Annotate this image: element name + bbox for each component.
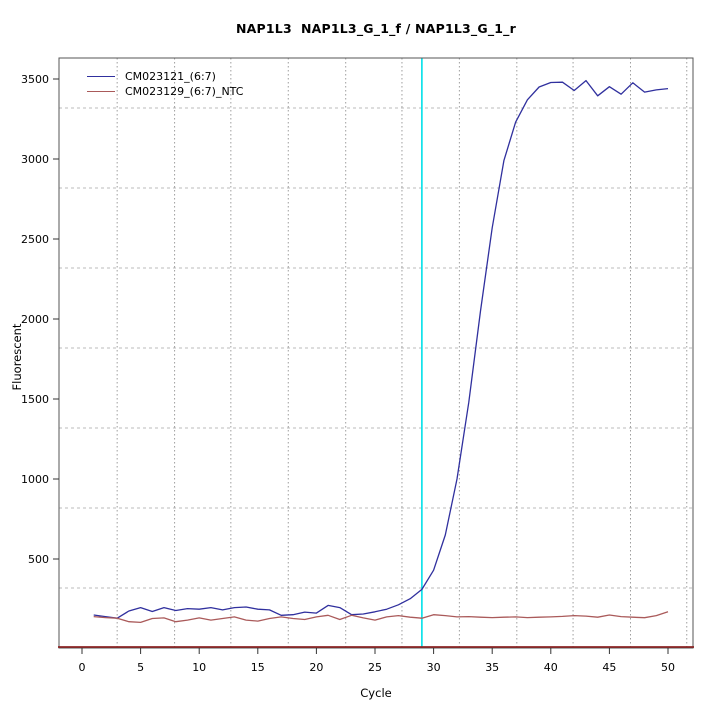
y-tick-label: 2000 [21,313,49,326]
y-tick-label: 1500 [21,393,49,406]
x-tick-label: 45 [602,661,616,674]
y-tick-label: 500 [28,553,49,566]
x-tick-label: 20 [309,661,323,674]
x-tick-label: 50 [661,661,675,674]
x-tick-label: 35 [485,661,499,674]
legend-entry-ntc: CM023129_(6:7)_NTC [87,84,243,98]
amplification-curve [93,79,669,619]
x-tick-label: 25 [368,661,382,674]
y-tick-label: 1000 [21,473,49,486]
y-tick-label: 3500 [21,73,49,86]
legend-label-ntc: CM023129_(6:7)_NTC [125,84,244,98]
x-tick-label: 5 [137,661,144,674]
legend-label-sample: CM023121_(6:7) [125,69,216,83]
ntc-curve [93,611,669,624]
legend: CM023121_(6:7) CM023129_(6:7)_NTC [87,69,243,98]
plot-title: NAP1L3 NAP1L3_G_1_f / NAP1L3_G_1_r [236,21,516,36]
y-tick-label: 2500 [21,233,49,246]
plot-border [58,57,694,649]
x-tick-label: 40 [544,661,558,674]
y-tick-label: 3000 [21,153,49,166]
x-tick-label: 0 [79,661,86,674]
legend-line-swatch-ntc [87,90,115,92]
legend-entry-sample: CM023121_(6:7) [87,69,243,83]
x-tick-label: 30 [427,661,441,674]
legend-line-swatch-sample [87,75,115,77]
x-tick-label: 15 [251,661,265,674]
x-axis-label: Cycle [360,686,392,700]
x-tick-label: 10 [192,661,206,674]
